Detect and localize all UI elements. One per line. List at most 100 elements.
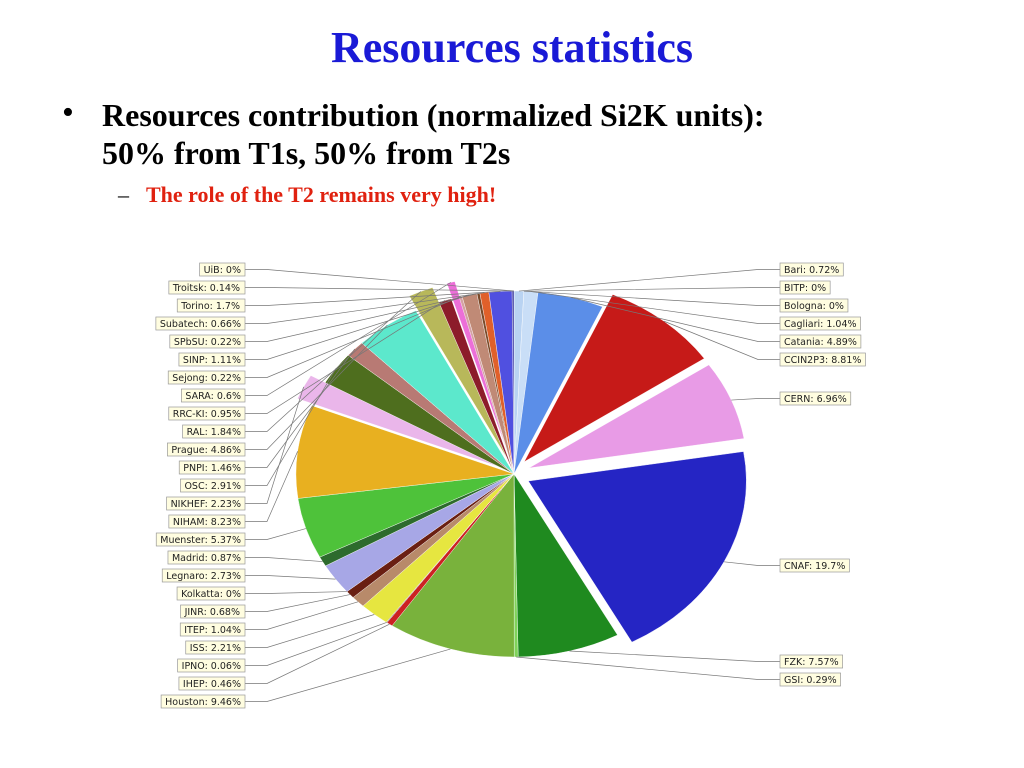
label-box-legnaro	[161, 568, 246, 583]
slice-label-kolkatta: Kolkatta: 0%	[181, 589, 241, 600]
leader-line-cnaf	[723, 561, 780, 566]
slice-label-subatech: Subatech: 0.66%	[160, 319, 241, 330]
leader-line-ral	[245, 291, 422, 432]
label-box-catania	[779, 334, 862, 349]
leader-line-sinp	[245, 294, 470, 360]
leader-line-legnaro	[245, 575, 336, 580]
label-box-subatech	[155, 316, 246, 331]
pie-labels: UiB: 0% Troitsk: 0.14% Torino: 1.7% Subatec…	[155, 262, 866, 709]
bullet-line-1: Resources contribution (normalized Si2K …	[102, 97, 765, 133]
slide-title: Resources statistics	[330, 23, 694, 72]
label-box-osc	[180, 478, 246, 493]
leader-line-iss	[245, 614, 375, 648]
bullet-marker: •	[62, 94, 74, 131]
slice-label-nikhef: NIKHEF: 2.23%	[171, 499, 241, 510]
slice-label-cnaf: CNAF: 19.7%	[784, 561, 845, 572]
leader-line-pnpi	[245, 348, 356, 468]
leader-line-fzk	[569, 650, 780, 662]
slice-label-ipno: IPNO: 0.06%	[182, 661, 241, 672]
label-box-jinr	[180, 604, 246, 619]
leader-line-jinr	[245, 594, 351, 612]
leader-line-bari	[518, 269, 780, 292]
label-box-ral	[182, 424, 246, 439]
leader-line-bologna	[523, 290, 780, 306]
leader-line-ipno	[245, 622, 387, 666]
label-box-torino	[176, 298, 246, 313]
slice-label-ccin2p3: CCIN2P3: 8.81%	[784, 355, 861, 366]
label-box-ccin2p3	[779, 352, 866, 367]
slice-label-fzk: FZK: 7.57%	[784, 657, 839, 668]
slice-label-rrc-ki: RRC-KI: 0.95%	[173, 409, 241, 420]
leader-line-sejong	[245, 296, 461, 378]
slice-label-osc: OSC: 2.91%	[184, 481, 241, 492]
slice-label-spbsu: SPbSU: 0.22%	[174, 337, 241, 348]
slice-label-niham: NIHAM: 8.23%	[173, 517, 241, 528]
label-box-niham	[168, 514, 246, 529]
label-box-iss	[185, 640, 246, 655]
slice-label-bari: Bari: 0.72%	[784, 265, 839, 276]
slice-label-bitp: BITP: 0%	[784, 283, 826, 294]
label-box-cern	[779, 391, 852, 406]
label-box-itep	[179, 622, 246, 637]
bullet-line-2: 50% from T1s, 50% from T2s	[102, 135, 511, 171]
slice-label-madrid: Madrid: 0.87%	[172, 553, 241, 564]
slice-label-bologna: Bologna: 0%	[784, 301, 844, 312]
label-box-muenster	[155, 532, 246, 547]
leader-line-osc	[245, 368, 337, 486]
leader-line-cagliari	[530, 291, 780, 324]
slice-label-uib: UiB: 0%	[204, 265, 241, 276]
label-box-sinp	[178, 352, 246, 367]
leader-line-troitsk	[245, 287, 514, 292]
slice-label-iss: ISS: 2.21%	[190, 643, 241, 654]
label-box-sara	[181, 388, 246, 403]
slice-label-ihep: IHEP: 0.46%	[183, 679, 241, 690]
label-box-troitsk	[168, 280, 246, 295]
label-box-gsi	[779, 672, 841, 687]
leader-line-gsi	[516, 656, 780, 680]
slice-label-ral: RAL: 1.84%	[187, 427, 241, 438]
pie-slices	[295, 281, 747, 658]
label-box-bitp	[779, 280, 831, 295]
leader-line-catania	[570, 297, 780, 342]
leader-line-prague	[245, 324, 388, 450]
label-box-ihep	[178, 676, 246, 691]
label-box-pnpi	[178, 460, 246, 475]
leader-line-nikhef	[245, 386, 304, 504]
slice-label-cagliari: Cagliari: 1.04%	[784, 319, 857, 330]
label-box-sejong	[167, 370, 246, 385]
label-box-ipno	[177, 658, 246, 673]
leader-line-spbsu	[245, 293, 479, 342]
pie-slice-fzk	[513, 473, 618, 658]
pie-slice-nikhef	[297, 375, 500, 468]
leader-line-ccin2p3	[663, 320, 780, 360]
leader-line-torino	[245, 291, 501, 306]
label-box-fzk	[779, 654, 843, 669]
slice-label-torino: Torino: 1.7%	[180, 301, 240, 312]
leader-line-itep	[245, 601, 359, 630]
pie-slice-ral	[409, 287, 508, 460]
label-box-kolkatta	[176, 586, 246, 601]
slice-label-muenster: Muenster: 5.37%	[160, 535, 241, 546]
leader-line-rrc-ki	[245, 300, 446, 414]
slice-label-sinp: SINP: 1.11%	[183, 355, 241, 366]
slice-label-legnaro: Legnaro: 2.73%	[166, 571, 241, 582]
label-box-houston	[160, 694, 246, 709]
slice-label-gsi: GSI: 0.29%	[784, 675, 837, 686]
slice-label-sara: SARA: 0.6%	[185, 391, 241, 402]
label-box-bologna	[779, 298, 849, 313]
slice-label-catania: Catania: 4.89%	[784, 337, 857, 348]
slice-label-jinr: JINR: 0.68%	[184, 607, 240, 618]
slice-label-prague: Prague: 4.86%	[171, 445, 241, 456]
slice-label-sejong: Sejong: 0.22%	[172, 373, 241, 384]
label-box-spbsu	[169, 334, 246, 349]
leader-line-houston	[245, 648, 451, 702]
pie-slice-prague	[361, 310, 515, 475]
leader-line-bitp	[523, 287, 780, 292]
label-box-cagliari	[779, 316, 861, 331]
sub-bullet-text: The role of the T2 remains very high!	[146, 182, 497, 207]
leader-line-madrid	[245, 557, 323, 562]
leader-line-ihep	[245, 623, 390, 684]
label-box-cnaf	[779, 558, 850, 573]
slice-label-houston: Houston: 9.46%	[165, 697, 241, 708]
